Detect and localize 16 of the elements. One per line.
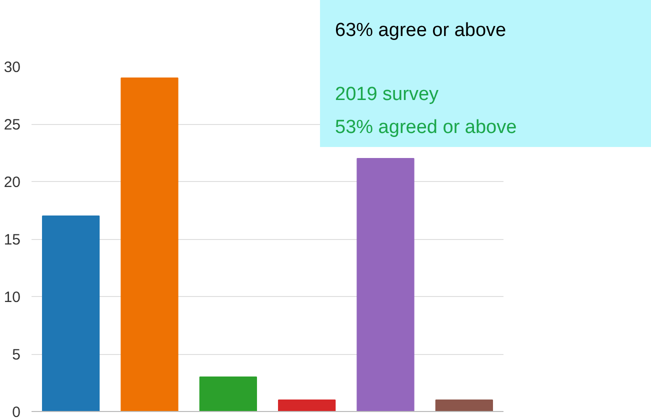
- y-tick-label: 20: [4, 174, 21, 191]
- bar: [42, 216, 100, 412]
- y-tick-label: 10: [4, 289, 21, 306]
- bar: [356, 158, 414, 412]
- annotation: 2019 survey: [335, 83, 440, 107]
- y-tick-label: 5: [12, 346, 20, 364]
- bar: [278, 400, 336, 412]
- bar: [199, 376, 257, 412]
- y-tick-label: 30: [4, 59, 21, 76]
- bar: [435, 400, 493, 412]
- y-tick-label: 0: [12, 404, 20, 419]
- annotation: 53% agreed or above: [335, 116, 518, 140]
- y-tick-label: 15: [4, 232, 21, 248]
- bar: [120, 78, 178, 412]
- callout-box: 63% agree or above 2019 survey 53% agreed or above: [320, 0, 651, 147]
- y-tick-label: 25: [4, 116, 21, 134]
